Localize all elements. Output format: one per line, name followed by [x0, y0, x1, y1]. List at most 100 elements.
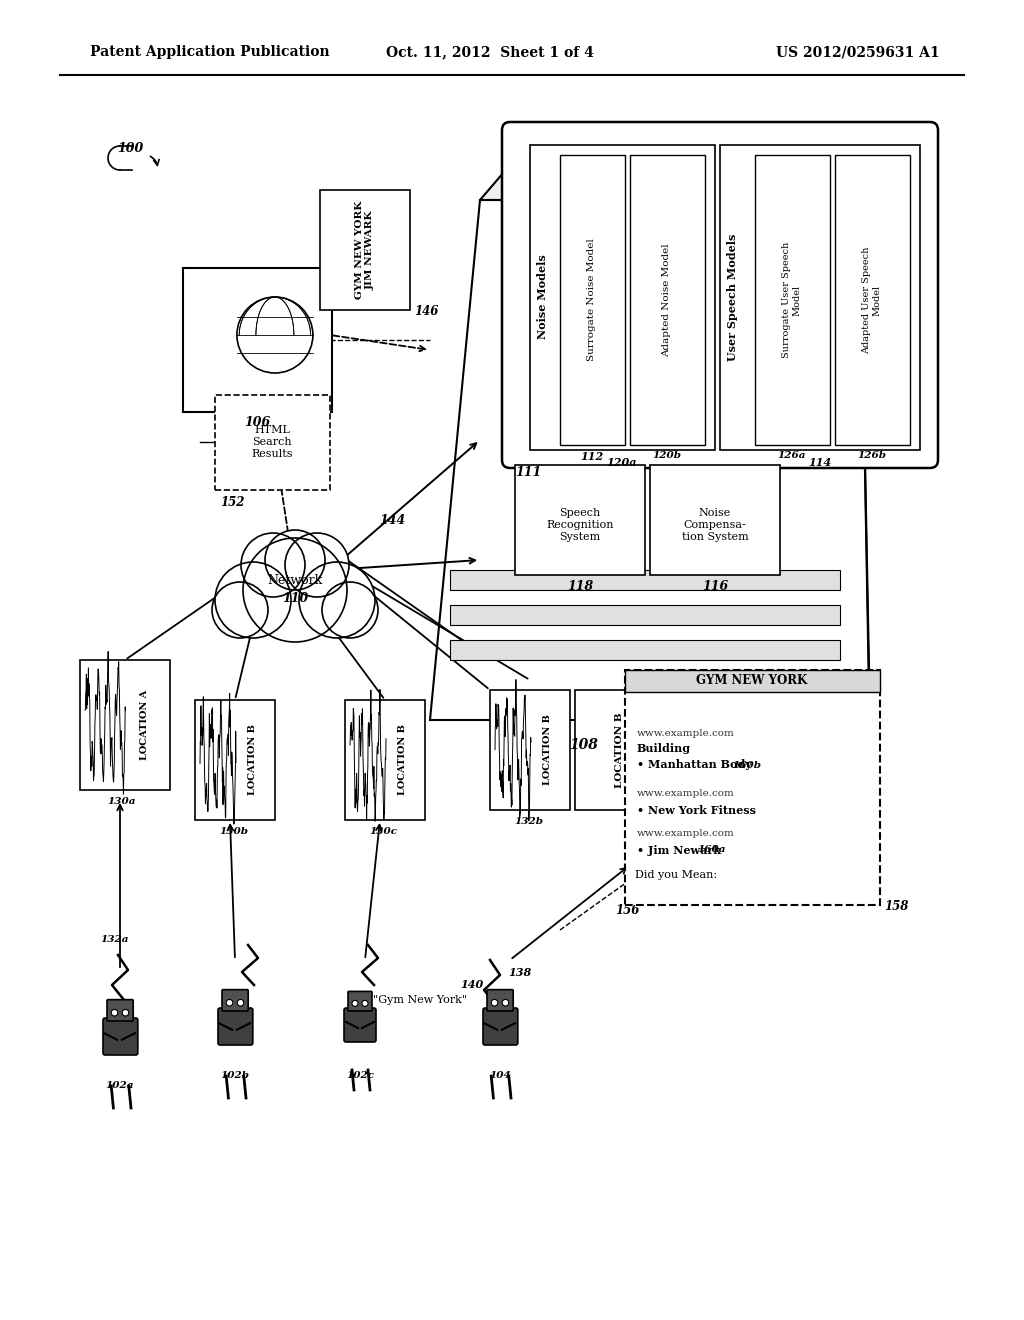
- Text: 156: 156: [615, 903, 639, 916]
- Text: 102b: 102b: [220, 1071, 250, 1080]
- FancyBboxPatch shape: [575, 690, 665, 810]
- Text: 112: 112: [581, 450, 603, 462]
- Text: 120b: 120b: [652, 451, 682, 461]
- Circle shape: [237, 297, 313, 374]
- Text: "Gym New York": "Gym New York": [373, 995, 467, 1005]
- Text: 132b: 132b: [669, 805, 698, 814]
- FancyBboxPatch shape: [348, 991, 372, 1011]
- Text: 106: 106: [244, 416, 270, 429]
- Text: Patent Application Publication: Patent Application Publication: [90, 45, 330, 59]
- Circle shape: [265, 531, 325, 590]
- Circle shape: [299, 562, 375, 638]
- FancyBboxPatch shape: [450, 605, 840, 624]
- Polygon shape: [480, 165, 890, 201]
- Text: 114: 114: [808, 457, 831, 467]
- Text: 111: 111: [515, 466, 542, 479]
- Text: 132a: 132a: [100, 936, 129, 945]
- Text: Surrogate Noise Model: Surrogate Noise Model: [588, 239, 597, 362]
- Circle shape: [215, 562, 291, 638]
- Text: FIG. 1: FIG. 1: [776, 693, 824, 708]
- Circle shape: [492, 999, 498, 1006]
- Text: 130b: 130b: [219, 826, 248, 836]
- Text: 104: 104: [489, 1071, 511, 1080]
- Text: 160b: 160b: [732, 760, 761, 770]
- FancyBboxPatch shape: [560, 154, 625, 445]
- Circle shape: [122, 1010, 129, 1016]
- Circle shape: [285, 533, 349, 597]
- FancyBboxPatch shape: [483, 1008, 518, 1045]
- Text: 102a: 102a: [105, 1081, 134, 1089]
- Text: LOCATION B: LOCATION B: [543, 714, 552, 785]
- Text: Speech
Recognition
System: Speech Recognition System: [546, 508, 613, 541]
- FancyBboxPatch shape: [502, 121, 938, 469]
- Text: 140: 140: [460, 979, 483, 990]
- Text: GYM NEW YORK
JIM NEWARK: GYM NEW YORK JIM NEWARK: [355, 201, 375, 300]
- Text: 118: 118: [567, 581, 593, 594]
- Circle shape: [226, 999, 232, 1006]
- Text: Did you Mean:: Did you Mean:: [635, 870, 717, 880]
- Text: www.example.com: www.example.com: [637, 729, 735, 738]
- Text: 120a: 120a: [607, 457, 637, 467]
- FancyBboxPatch shape: [630, 154, 705, 445]
- Text: LOCATION B: LOCATION B: [248, 725, 257, 796]
- Text: HTML
Search
Results: HTML Search Results: [251, 425, 293, 458]
- FancyBboxPatch shape: [106, 999, 133, 1020]
- FancyBboxPatch shape: [755, 154, 830, 445]
- FancyBboxPatch shape: [450, 640, 840, 660]
- Circle shape: [238, 999, 244, 1006]
- Text: LOCATION A: LOCATION A: [140, 690, 150, 760]
- Text: 160a: 160a: [697, 846, 725, 854]
- Text: • Manhattan Body: • Manhattan Body: [637, 759, 752, 771]
- FancyBboxPatch shape: [80, 660, 170, 789]
- FancyBboxPatch shape: [450, 570, 840, 590]
- FancyBboxPatch shape: [625, 671, 880, 692]
- Text: LOCATION B: LOCATION B: [398, 725, 408, 796]
- Text: Adapted User Speech
Model: Adapted User Speech Model: [862, 247, 882, 354]
- Text: GYM NEW YORK: GYM NEW YORK: [696, 675, 808, 688]
- FancyBboxPatch shape: [222, 990, 248, 1011]
- Text: www.example.com: www.example.com: [637, 789, 735, 799]
- Text: Noise Models: Noise Models: [537, 255, 548, 339]
- Circle shape: [322, 582, 378, 638]
- Text: Noise
Compensa-
tion System: Noise Compensa- tion System: [682, 508, 749, 541]
- FancyBboxPatch shape: [345, 700, 425, 820]
- FancyBboxPatch shape: [319, 190, 410, 310]
- Text: 132b: 132b: [514, 817, 543, 825]
- FancyBboxPatch shape: [835, 154, 910, 445]
- Circle shape: [212, 582, 268, 638]
- Polygon shape: [430, 201, 870, 719]
- Text: 130a: 130a: [106, 796, 135, 805]
- Text: Surrogate User Speech
Model: Surrogate User Speech Model: [782, 242, 802, 358]
- Text: • New York Fitness: • New York Fitness: [637, 804, 756, 816]
- FancyBboxPatch shape: [183, 268, 332, 412]
- Circle shape: [702, 525, 730, 554]
- Circle shape: [502, 999, 509, 1006]
- FancyBboxPatch shape: [215, 395, 330, 490]
- Text: www.example.com: www.example.com: [637, 829, 735, 838]
- Circle shape: [362, 1001, 368, 1006]
- Text: 130c: 130c: [369, 826, 397, 836]
- Text: 108: 108: [569, 738, 598, 752]
- Text: 102c: 102c: [346, 1071, 374, 1080]
- Text: Oct. 11, 2012  Sheet 1 of 4: Oct. 11, 2012 Sheet 1 of 4: [386, 45, 594, 59]
- Text: 152: 152: [220, 495, 245, 508]
- FancyBboxPatch shape: [218, 1008, 253, 1045]
- Text: LOCATION B: LOCATION B: [615, 713, 625, 788]
- Text: 116: 116: [701, 581, 728, 594]
- Circle shape: [112, 1010, 118, 1016]
- FancyBboxPatch shape: [530, 145, 715, 450]
- FancyBboxPatch shape: [625, 671, 880, 906]
- FancyBboxPatch shape: [720, 145, 920, 450]
- Circle shape: [241, 533, 305, 597]
- Text: 126b: 126b: [857, 451, 887, 461]
- FancyBboxPatch shape: [237, 418, 278, 430]
- Text: • Jim Newark: • Jim Newark: [637, 845, 721, 855]
- FancyBboxPatch shape: [344, 1008, 376, 1041]
- Polygon shape: [860, 165, 870, 750]
- Text: 146: 146: [414, 305, 438, 318]
- Text: 110: 110: [282, 591, 308, 605]
- Text: 100: 100: [117, 141, 143, 154]
- Text: 138: 138: [508, 966, 531, 978]
- Circle shape: [352, 1001, 358, 1006]
- Text: 144: 144: [379, 513, 406, 527]
